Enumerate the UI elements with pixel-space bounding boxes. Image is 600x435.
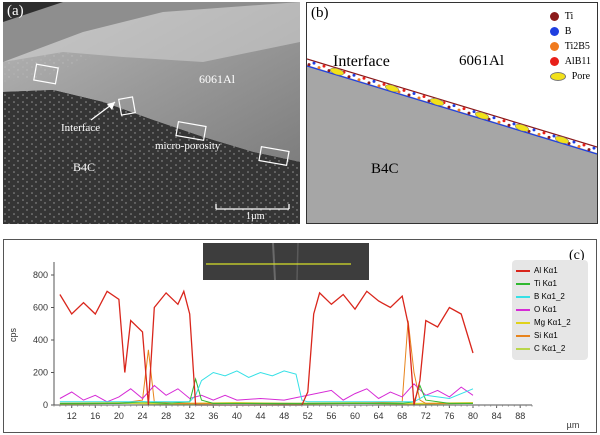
interface-particles xyxy=(307,61,596,152)
legend-item-alb11: AlB11 xyxy=(549,54,591,69)
interface-box-3 xyxy=(258,145,290,167)
x-tick-label: 44 xyxy=(256,411,266,421)
schematic-diagram xyxy=(307,58,597,223)
interface-box-2 xyxy=(118,96,136,116)
x-tick-label: 60 xyxy=(350,411,360,421)
panel-b-label: (b) xyxy=(311,5,329,21)
ti-marker-icon xyxy=(549,12,559,21)
x-tick-label: 16 xyxy=(90,411,100,421)
x-tick-label: 32 xyxy=(185,411,195,421)
scale-label: 1µm xyxy=(246,211,265,222)
x-tick-label: 52 xyxy=(303,411,313,421)
alb11-marker-icon xyxy=(549,57,559,66)
legend-item-pore: Pore xyxy=(549,69,591,84)
x-tick-label: 20 xyxy=(114,411,124,421)
schematic-legend: Ti B Ti2B5 AlB11 Pore xyxy=(549,9,591,84)
legend-item-c: C Kα1_2 xyxy=(516,344,565,353)
pore-6 xyxy=(554,136,570,144)
line-scan-chart: 0 200 400 600 800 12 16 20 24 28 32 36 40 44 48 52 56 60 6… xyxy=(8,262,580,430)
sem-image xyxy=(3,2,300,224)
legend-item-b-k: B Kα1_2 xyxy=(516,292,565,301)
y-axis-label: cps xyxy=(8,328,18,343)
panel-c-label: (c) xyxy=(569,248,585,263)
x-tick-label: 88 xyxy=(515,411,525,421)
sem-micrograph-panel: (a) 6061Al Interface micro-porosity B4C … xyxy=(3,2,300,224)
x-tick-label: 80 xyxy=(468,411,478,421)
x-tick-label: 28 xyxy=(161,411,171,421)
pore-marker-icon xyxy=(549,72,566,81)
porosity-label: micro-porosity xyxy=(155,140,221,152)
schematic-ceramic-label: B4C xyxy=(371,161,399,177)
y-tick-label: 400 xyxy=(33,335,48,345)
schematic-panel: (b) Interface 6061Al B4C Ti B Ti2B5 AlB1… xyxy=(306,2,598,224)
series-line-Ti Kα1 xyxy=(59,377,473,404)
x-tick-label: 48 xyxy=(279,411,289,421)
x-tick-label: 72 xyxy=(421,411,431,421)
ceramic-label: B4C xyxy=(73,160,96,174)
pore-2 xyxy=(384,84,400,93)
x-axis-label: µm xyxy=(567,420,580,430)
legend-item-b: B xyxy=(549,24,591,39)
x-tick-label: 84 xyxy=(492,411,502,421)
series-line-B Kα1_2 xyxy=(59,370,474,403)
porosity-box xyxy=(175,120,207,142)
legend-item-si: Si Kα1 xyxy=(516,331,558,340)
y-tick-label: 0 xyxy=(43,400,48,410)
pore-1 xyxy=(329,67,345,76)
y-tick-label: 600 xyxy=(33,303,48,313)
legend-item-ti: Ti xyxy=(549,9,591,24)
panel-a-label: (a) xyxy=(7,3,24,19)
pore-3 xyxy=(429,98,445,106)
b-marker-icon xyxy=(549,27,559,36)
x-tick-label: 76 xyxy=(444,411,454,421)
interface-box-1 xyxy=(33,63,59,85)
y-tick-label: 200 xyxy=(33,368,48,378)
x-tick-label: 24 xyxy=(138,411,148,421)
ceramic-region xyxy=(307,65,597,223)
x-tick-label: 56 xyxy=(326,411,336,421)
pore-4 xyxy=(474,111,490,120)
x-tick-label: 12 xyxy=(67,411,77,421)
y-tick-label: 800 xyxy=(33,270,48,280)
line-scan-legend: Al Kα1 Ti Kα1 B Kα1_2 O Kα1 Mg Kα1_2 Si … xyxy=(512,260,588,360)
interface-label: Interface xyxy=(61,122,101,134)
legend-item-ti-k: Ti Kα1 xyxy=(516,279,557,288)
pore-5 xyxy=(514,123,530,132)
legend-item-o: O Kα1 xyxy=(516,305,557,314)
schematic-interface-label: Interface xyxy=(333,53,390,70)
eds-line-scan-panel: 0 200 400 600 800 12 16 20 24 28 32 36 40 44 48 52 56 60 6… xyxy=(3,239,597,433)
legend-item-al: Al Kα1 xyxy=(516,266,558,275)
ti2b5-marker-icon xyxy=(549,42,559,51)
x-tick-label: 64 xyxy=(374,411,384,421)
schematic-matrix-label: 6061Al xyxy=(459,53,504,69)
x-tick-label: 36 xyxy=(208,411,218,421)
x-tick-label: 40 xyxy=(232,411,242,421)
x-tick-label: 68 xyxy=(397,411,407,421)
matrix-label: 6061Al xyxy=(199,72,235,86)
legend-item-mg: Mg Kα1_2 xyxy=(516,318,571,327)
legend-item-ti2b5: Ti2B5 xyxy=(549,39,591,54)
scan-line-inset-image xyxy=(203,242,369,281)
series-line-O Kα1 xyxy=(59,383,474,403)
